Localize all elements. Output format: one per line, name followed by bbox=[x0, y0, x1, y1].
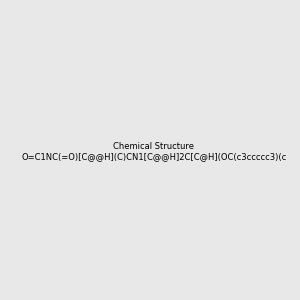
Text: Chemical Structure
O=C1NC(=O)[C@@H](C)CN1[C@@H]2C[C@H](OC(c3ccccc3)(c: Chemical Structure O=C1NC(=O)[C@@H](C)CN… bbox=[21, 142, 286, 161]
